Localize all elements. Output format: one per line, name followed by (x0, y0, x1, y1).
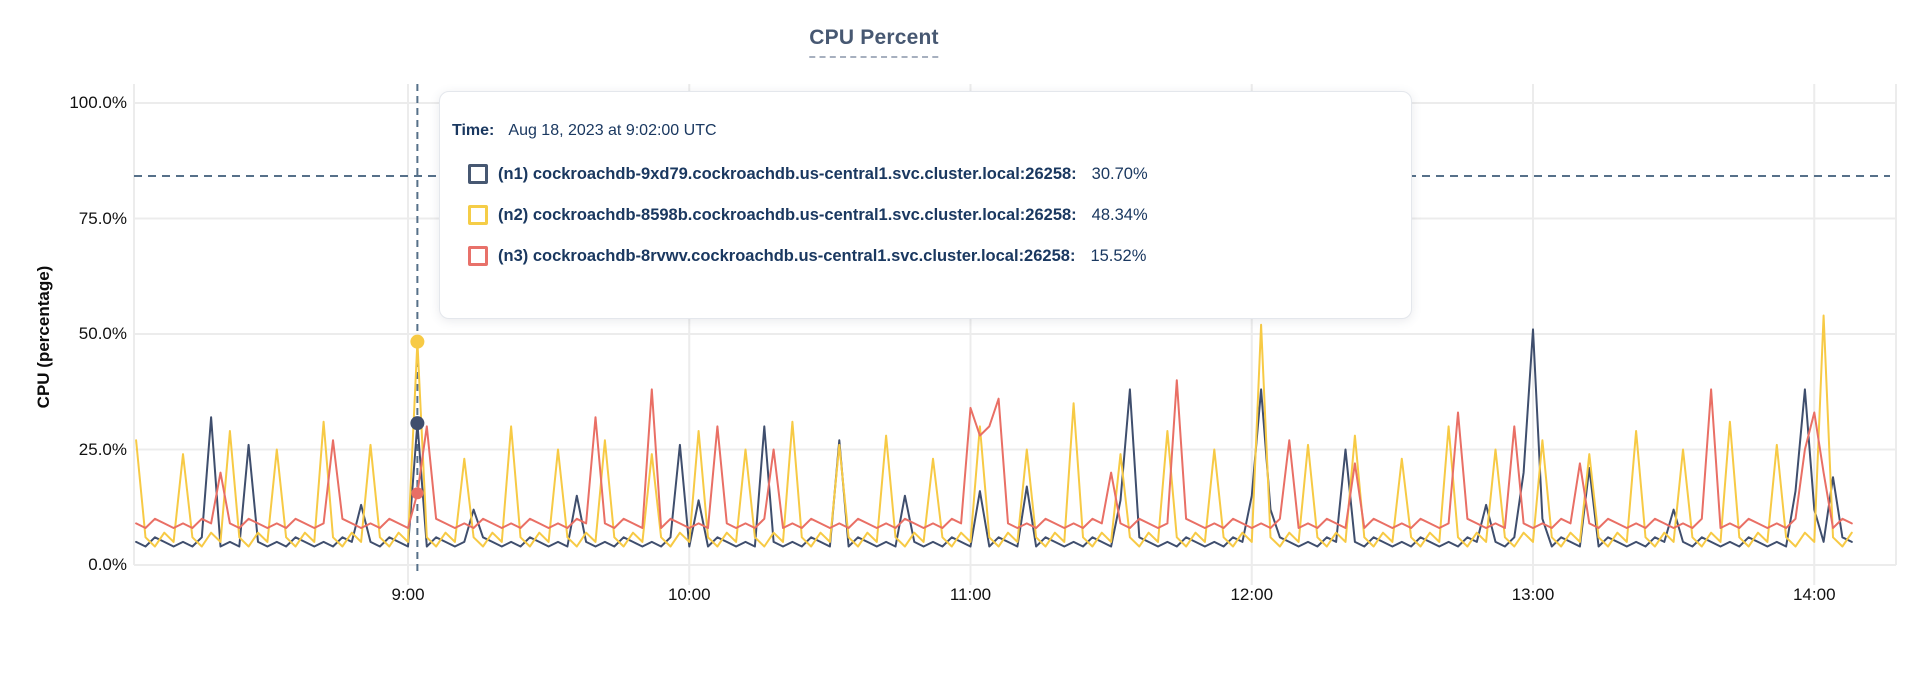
series-line-n2 (135, 314, 1853, 548)
series-n1-label: (n1) cockroachdb-9xd79.cockroachdb.us-ce… (498, 164, 1077, 183)
series-n2-swatch-icon (468, 205, 488, 225)
x-tick-label-14:00: 14:00 (1792, 585, 1836, 604)
x-tick-label-12:00: 12:00 (1230, 585, 1274, 604)
y-tick-label-100.0%: 100.0% (69, 93, 127, 112)
x-tick-label-11:00: 11:00 (949, 585, 992, 604)
series-n3-value: 15.52% (1090, 246, 1147, 265)
y-tick-label-25.0%: 25.0% (78, 439, 127, 459)
series-line-n3 (135, 379, 1853, 529)
series-n1-value: 30.70% (1091, 164, 1148, 183)
hover-point-n1 (410, 416, 425, 431)
tooltip-series-row-n2: (n2) cockroachdb-8598b.cockroachdb.us-ce… (452, 205, 1371, 225)
tooltip-time-value: Aug 18, 2023 at 9:02:00 UTC (508, 122, 717, 139)
series-n1-swatch-icon (468, 164, 488, 184)
hover-point-n2 (410, 334, 425, 349)
y-tick-label-0.0%: 0.0% (88, 555, 127, 574)
chart-title: CPU Percent (809, 26, 939, 58)
chart-tooltip: Time: Aug 18, 2023 at 9:02:00 UTC (n1) c… (439, 91, 1412, 319)
series-n3-label: (n3) cockroachdb-8rvwv.cockroachdb.us-ce… (498, 246, 1076, 265)
tooltip-time-label: Time: (452, 122, 495, 139)
x-tick-label-9:00: 9:00 (391, 585, 425, 604)
tooltip-time-row: Time: Aug 18, 2023 at 9:02:00 UTC (452, 122, 1371, 140)
x-tick-label-10:00: 10:00 (667, 585, 711, 604)
hover-point-n3 (411, 487, 424, 500)
y-tick-label-50.0%: 50.0% (78, 324, 127, 343)
y-tick-label-75.0%: 75.0% (78, 208, 127, 228)
series-line-n1 (135, 328, 1853, 548)
tooltip-series-row-n1: (n1) cockroachdb-9xd79.cockroachdb.us-ce… (452, 164, 1371, 184)
y-axis-title: CPU (percentage) (34, 265, 53, 409)
series-n2-label: (n2) cockroachdb-8598b.cockroachdb.us-ce… (498, 205, 1077, 224)
series-n3-swatch-icon (468, 246, 488, 266)
x-tick-label-13:00: 13:00 (1511, 585, 1555, 604)
series-n2-value: 48.34% (1091, 205, 1148, 224)
tooltip-series-row-n3: (n3) cockroachdb-8rvwv.cockroachdb.us-ce… (452, 246, 1371, 266)
